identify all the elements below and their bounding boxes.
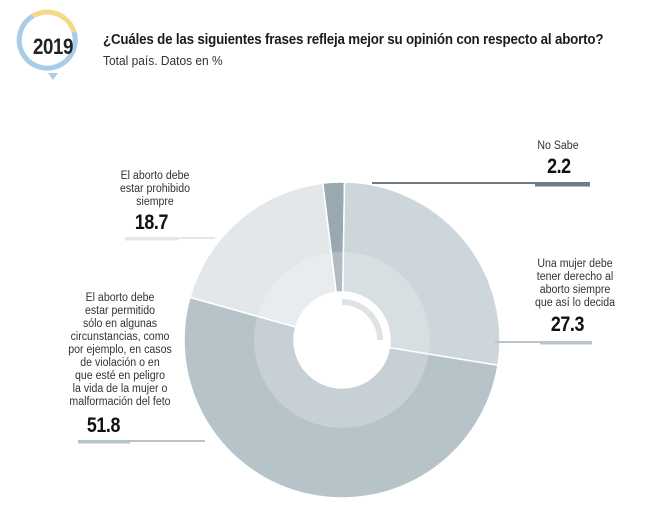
label-permitido-line6: de violación o en — [80, 357, 160, 369]
badge-pointer — [48, 73, 58, 80]
label-no-sabe-text: No Sabe — [537, 140, 579, 152]
label-derecho: Una mujer debe tener derecho al aborto s… — [524, 258, 625, 310]
badge-year: 2019 — [33, 34, 73, 59]
label-prohibido-line1: El aborto debe — [120, 170, 190, 182]
label-permitido-line9: malformación del feto — [69, 396, 171, 408]
value-prohibido: 18.7 — [134, 211, 168, 234]
label-permitido-line2: estar permitido — [85, 305, 155, 317]
label-permitido-line8: la vida de la mujer o — [72, 383, 168, 395]
donut-hole — [294, 292, 390, 388]
label-prohibido-line2: estar prohibido — [119, 183, 190, 195]
label-permitido-line3: sólo en algunas — [82, 318, 158, 330]
donut-slices — [183, 181, 501, 499]
chart-subtitle: Total país. Datos en % — [103, 53, 223, 68]
badge-ring-blue — [16, 13, 78, 71]
label-permitido-line4: circunstancias, como — [70, 331, 170, 343]
label-derecho-line3: aborto siempre — [539, 284, 611, 296]
label-no-sabe: No Sabe — [530, 140, 585, 153]
badge-ring-yellow — [31, 9, 77, 33]
year-badge — [16, 9, 78, 80]
value-permitido: 51.8 — [86, 414, 120, 437]
label-permitido-line7: que esté en peligro — [74, 370, 165, 382]
value-no-sabe: 2.2 — [547, 155, 571, 178]
label-derecho-line2: tener derecho al — [536, 271, 614, 283]
label-derecho-line1: Una mujer debe — [537, 258, 613, 270]
donut-hole-arc — [341, 299, 383, 341]
label-permitido: El aborto debe estar permitido sólo en a… — [60, 292, 180, 409]
label-prohibido-line3: siempre — [136, 196, 174, 208]
label-permitido-line5: por ejemplo, en casos — [68, 344, 172, 356]
chart-title: ¿Cuáles de las siguientes frases refleja… — [103, 32, 604, 48]
value-derecho: 27.3 — [550, 313, 584, 336]
label-derecho-line4: que así lo decida — [534, 297, 615, 309]
label-permitido-line1: El aborto debe — [85, 292, 155, 304]
label-prohibido: El aborto debe estar prohibido siempre — [109, 170, 201, 209]
